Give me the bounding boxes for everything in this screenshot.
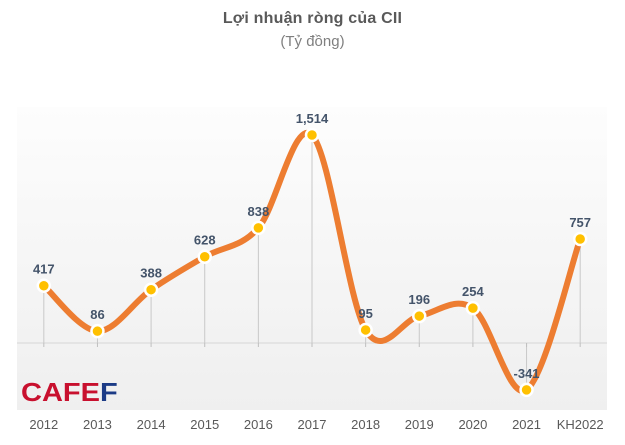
cafef-logo-red-text: CAFE bbox=[21, 379, 100, 408]
x-axis-label: 2012 bbox=[29, 417, 58, 432]
data-point-marker bbox=[519, 382, 534, 398]
x-axis-label: 2020 bbox=[458, 417, 487, 432]
x-axis-label: 2013 bbox=[83, 417, 112, 432]
data-point-marker bbox=[36, 278, 52, 293]
x-axis-label: 2019 bbox=[405, 417, 434, 432]
value-label: 196 bbox=[408, 292, 430, 307]
data-point-marker bbox=[251, 220, 266, 236]
x-axis-label: 2018 bbox=[351, 417, 380, 432]
chart-subtitle: (Tỷ đồng) bbox=[280, 33, 345, 50]
value-label: 757 bbox=[569, 215, 591, 230]
value-label: 417 bbox=[33, 262, 55, 277]
value-label: 95 bbox=[358, 306, 372, 321]
cafef-logo-blue-text: F bbox=[99, 379, 118, 408]
x-axis-label: 2014 bbox=[137, 417, 166, 432]
x-axis-label: 2016 bbox=[244, 417, 273, 432]
data-point-marker bbox=[358, 322, 373, 338]
data-point-marker bbox=[90, 323, 105, 339]
data-point-marker bbox=[143, 282, 159, 297]
value-label: 1,514 bbox=[296, 111, 329, 126]
data-point-marker bbox=[572, 231, 588, 247]
value-label: 86 bbox=[90, 307, 104, 322]
value-label: 254 bbox=[462, 284, 484, 299]
chart-title: Lợi nhuận ròng của CII bbox=[222, 10, 403, 27]
data-point-marker bbox=[197, 249, 212, 264]
value-label: 388 bbox=[140, 266, 162, 281]
x-axis-label: 2015 bbox=[190, 417, 219, 432]
value-label: -341 bbox=[514, 366, 540, 381]
value-label: 838 bbox=[248, 204, 270, 219]
x-axis-label: 2017 bbox=[298, 417, 327, 432]
value-label: 628 bbox=[194, 233, 216, 248]
cafef-logo: CAFEF bbox=[21, 381, 118, 407]
data-point-marker bbox=[304, 127, 320, 143]
data-point-marker bbox=[465, 300, 481, 316]
x-axis-label: 2021 bbox=[512, 417, 541, 432]
data-point-marker bbox=[412, 308, 427, 324]
x-axis-label: KH2022 bbox=[557, 417, 604, 432]
